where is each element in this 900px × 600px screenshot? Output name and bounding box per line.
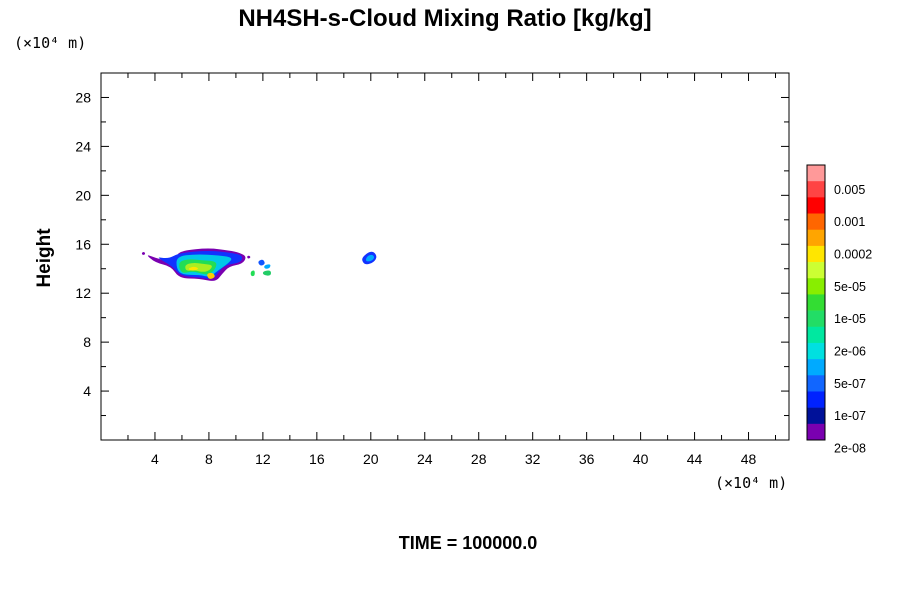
colorbar-label: 1e-07 [834,409,866,423]
y-unit-label: (×10⁴ m) [14,34,86,52]
colorbar-swatch [807,213,825,231]
region-streak-b [247,255,251,259]
region-small-blob-d [262,270,271,276]
region-main-cloud-yellow-a [188,266,198,271]
x-tick-label: 44 [687,451,703,467]
y-tick-label: 28 [75,89,91,105]
colorbar-label: 5e-07 [834,377,866,391]
colorbar-swatch [807,407,825,425]
colorbar-swatch [807,262,825,279]
x-tick-label: 12 [255,451,271,467]
colorbar-label: 0.005 [834,183,865,197]
y-tick-label: 16 [75,236,91,252]
x-tick-label: 48 [741,451,757,467]
colorbar-swatch [807,342,825,360]
x-tick-label: 4 [151,451,159,467]
x-axis: 4 8 12 16 20 24 28 32 36 40 44 48 [127,73,777,467]
colorbar-frame [806,164,826,441]
colorbar-swatch [807,423,825,441]
x-tick-label: 20 [363,451,379,467]
x-tick-label: 36 [579,451,595,467]
y-tick-label: 8 [83,334,91,350]
x-tick-label: 24 [417,451,433,467]
colorbar-swatch [807,359,825,376]
colorbar-swatch [807,245,825,263]
x-tick-label: 28 [471,451,487,467]
time-footer: TIME = 100000.0 [399,533,538,553]
region-streak-a [141,252,146,255]
colorbar-label: 1e-05 [834,312,866,326]
colorbar-label: 0.0002 [834,247,872,261]
region-small-blob-b [264,264,271,269]
mixing-ratio-field [141,248,377,281]
y-tick-label: 4 [83,383,91,399]
colorbar: 0.005 0.001 0.0002 5e-05 1e-05 2e-06 5e-07 1e-0… [806,164,872,456]
region-small-blob-c [250,270,255,277]
colorbar-swatch [807,326,825,344]
y-tick-label: 24 [75,138,91,154]
colorbar-swatch [807,181,825,198]
y-axis-label: Height [34,228,55,288]
colorbar-swatch [807,310,825,328]
region-small-blob-a [258,259,265,266]
x-tick-label: 40 [633,451,649,467]
colorbar-swatch [807,229,825,247]
x-unit-label: (×10⁴ m) [715,474,787,492]
x-tick-label: 8 [205,451,213,467]
colorbar-swatch [807,375,825,392]
x-tick-label: 32 [525,451,541,467]
colorbar-label: 2e-08 [834,442,866,456]
x-tick-label: 16 [309,451,325,467]
region-main-cloud-yellow-b [207,272,215,279]
colorbar-swatch [807,197,825,214]
colorbar-swatch [807,278,825,295]
colorbar-swatch [807,391,825,408]
y-tick-label: 20 [75,187,91,203]
region-cloud-at-20-core [365,254,375,262]
chart-title: NH4SH-s-Cloud Mixing Ratio [kg/kg] [238,5,651,32]
colorbar-swatch [807,294,825,311]
colorbar-label: 0.001 [834,215,865,229]
colorbar-swatch [807,165,825,182]
colorbar-label: 2e-06 [834,345,866,359]
y-axis: 4 8 12 16 20 24 28 [75,89,789,417]
plot-frame [100,72,790,441]
colorbar-label: 5e-05 [834,280,866,294]
y-tick-label: 12 [75,285,91,301]
